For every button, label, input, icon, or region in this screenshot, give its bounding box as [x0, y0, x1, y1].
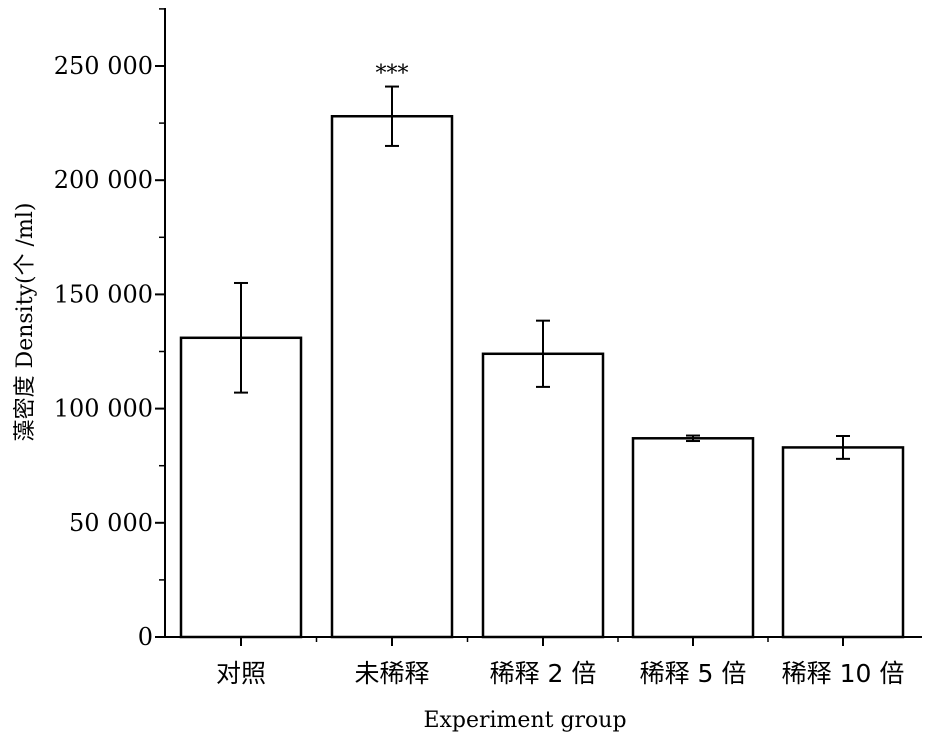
- annotations: ***: [376, 62, 409, 87]
- x-tick-label: 稀释 5 倍: [640, 659, 747, 688]
- bar: [481, 352, 605, 639]
- error-bars: [234, 85, 850, 460]
- y-tick-label: 200 000: [54, 166, 153, 194]
- significance-annotation: ***: [376, 62, 409, 87]
- bar: [631, 437, 755, 639]
- y-tick-label: 50 000: [69, 509, 153, 537]
- bar: [330, 114, 454, 639]
- bar: [781, 446, 905, 639]
- y-tick-label: 150 000: [54, 280, 153, 308]
- y-tick-label: 250 000: [54, 52, 153, 80]
- y-tick-label: 100 000: [54, 395, 153, 423]
- bars: [179, 114, 905, 639]
- y-ticks: 0 50 000 100 000 150 000 200 000 250 000: [54, 8, 165, 651]
- x-tick-label: 稀释 10 倍: [782, 659, 905, 688]
- x-tick-label: 未稀释: [354, 659, 429, 688]
- x-tick-label: 对照: [216, 659, 266, 688]
- y-axis-title: 藻密度 Density(个 /ml): [13, 203, 38, 442]
- x-axis-title: Experiment group: [423, 708, 626, 733]
- x-tick-label: 稀释 2 倍: [490, 659, 597, 688]
- y-tick-label: 0: [138, 623, 153, 651]
- x-ticks: 对照 未稀释 稀释 2 倍 稀释 5 倍 稀释 10 倍: [216, 637, 904, 688]
